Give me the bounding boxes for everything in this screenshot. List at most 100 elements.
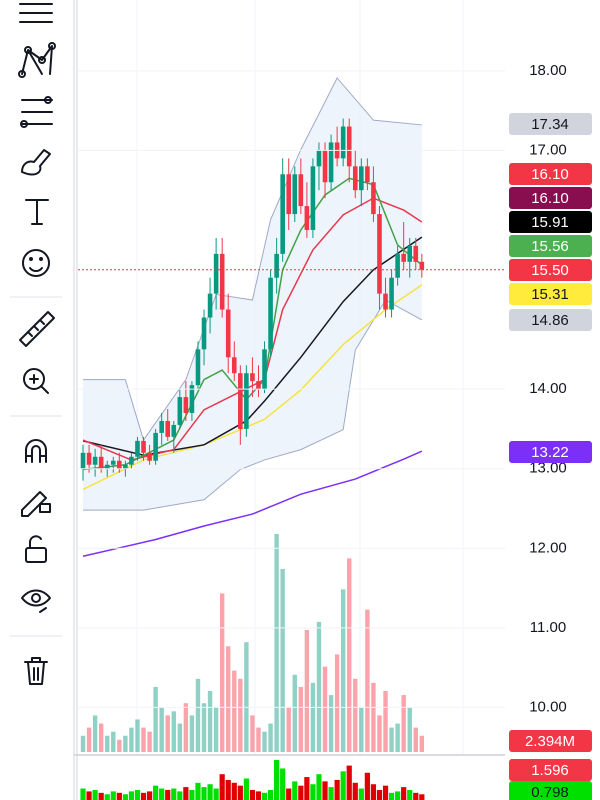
volume-bar [359,707,364,752]
ma-line [82,450,423,557]
volume-bar [292,674,297,752]
volume-bar [111,731,116,752]
volume-bar [365,609,370,752]
volume-bar [86,727,92,752]
oscillator-bar [104,794,110,800]
price-badge-label: 16.10 [531,190,569,207]
y-tick-label: 10.00 [529,698,567,715]
candle-body [383,293,388,310]
oscillator-bar [310,784,316,800]
candle-body [231,357,237,374]
oscillator-bar [395,791,401,800]
candle-body [401,253,406,262]
candle-body [207,293,213,318]
oscillator-bar [401,787,407,800]
volume-bar [238,678,243,752]
oscillator-bar [183,787,189,800]
volume-bar [316,621,322,752]
oscillator-bar [370,784,377,800]
volume-bar [226,646,231,752]
volume-bar [256,727,261,752]
oscillator-bar [213,788,219,800]
candle-body [365,166,370,183]
candle-body [274,253,279,278]
volume-bar [129,727,134,752]
candle-body [110,460,116,465]
oscillator-bar [407,789,413,800]
volume-bar [123,735,128,752]
oscillator-bar [153,785,159,800]
oscillator-bar [207,784,213,800]
candle-body [80,452,86,469]
candle-body [177,397,183,425]
price-badge-label: 16.10 [531,166,569,183]
volume-bar [207,691,213,752]
price-badge [509,759,592,781]
volume-bar [189,715,195,752]
y-tick-label: 11.00 [530,619,566,636]
candle-body [250,373,255,382]
tool-eye[interactable] [21,589,51,613]
candle-body [419,261,425,270]
tool-lines[interactable] [19,3,53,23]
oscillator-bar [116,792,122,800]
candle-body [395,253,400,278]
price-badge [509,441,592,463]
tool-magnet[interactable] [25,439,47,463]
oscillator-bar [346,765,352,800]
y-tick-label: 17.00 [529,141,567,158]
volume-bar [135,719,140,752]
volume-bar [213,707,219,752]
oscillator-bar [249,789,256,800]
tool-emoji[interactable] [22,249,50,277]
ma-line [82,177,423,471]
volume-bar [244,642,249,752]
volume-bar [413,727,418,752]
candle-body [262,349,267,390]
candle-body [256,381,261,390]
volume-bar [171,711,176,752]
candle-body [213,253,219,294]
candle-body [123,464,128,469]
candle-body [352,166,358,191]
candle-body [286,174,292,215]
oscillator-bar [122,794,128,800]
oscillator-bar [334,779,340,800]
candle-body [147,452,152,461]
oscillator-bar [340,771,346,800]
candle-body [322,150,328,183]
tool-text[interactable] [25,199,49,225]
tool-lock-drawings[interactable] [21,491,51,517]
candle-body [280,174,285,254]
oscillator-bar [171,788,177,800]
volume-bar [377,715,382,752]
tool-lock[interactable] [25,535,47,563]
candle-body [195,349,201,386]
volume-bar [80,735,86,752]
oscillator-bar [292,781,298,800]
ma-line [82,197,423,461]
volume-bar [407,707,412,752]
tool-fib[interactable] [20,96,53,128]
volume-bar [98,723,104,752]
oscillator-bar [274,759,280,800]
oscillator-bar [140,792,147,800]
volume-bar [159,707,164,752]
price-badge [509,113,592,135]
volume-bar [141,727,146,752]
tool-brush[interactable] [21,149,51,176]
oscillator-bar [146,791,153,800]
oscillator-bar [237,785,243,800]
volume-bar [395,723,400,752]
tool-ruler[interactable] [19,311,55,347]
y-tick-label: 13.00 [529,460,567,477]
volume-bar [280,569,285,752]
tool-trash[interactable] [24,657,48,685]
tool-zoom[interactable] [23,368,49,394]
volume-bar [183,703,189,752]
oscillator-bar [219,774,225,800]
tool-pattern[interactable] [18,42,56,78]
volume-bar [268,723,273,752]
oscillator-bar [165,789,171,800]
